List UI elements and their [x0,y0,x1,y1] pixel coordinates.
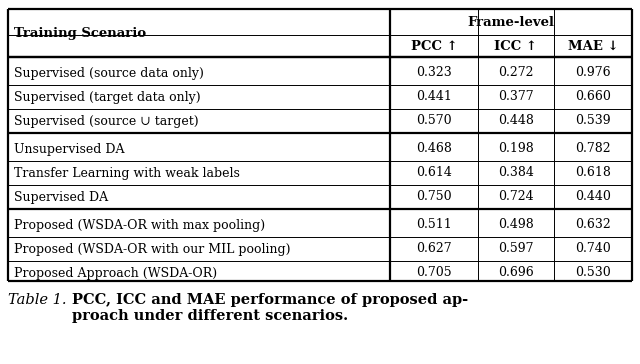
Text: 0.597: 0.597 [499,242,534,256]
Text: 0.614: 0.614 [416,166,452,179]
Text: PCC, ICC and MAE performance of proposed ap-
proach under different scenarios.: PCC, ICC and MAE performance of proposed… [72,293,468,323]
Text: PCC ↑: PCC ↑ [411,40,458,52]
Text: 0.632: 0.632 [575,218,611,232]
Text: 0.498: 0.498 [498,218,534,232]
Text: 0.441: 0.441 [416,91,452,103]
Text: 0.272: 0.272 [499,67,534,79]
Text: 0.660: 0.660 [575,91,611,103]
Text: 0.724: 0.724 [498,190,534,203]
Text: 0.750: 0.750 [416,190,452,203]
Text: 0.384: 0.384 [498,166,534,179]
Text: 0.627: 0.627 [416,242,452,256]
Text: 0.740: 0.740 [575,242,611,256]
Text: 0.530: 0.530 [575,266,611,280]
Text: 0.618: 0.618 [575,166,611,179]
Text: Supervised (target data only): Supervised (target data only) [14,91,200,103]
Text: 0.198: 0.198 [498,142,534,155]
Text: 0.511: 0.511 [416,218,452,232]
Text: 0.539: 0.539 [575,115,611,127]
Text: Supervised (source ∪ target): Supervised (source ∪ target) [14,115,198,127]
Text: Proposed Approach (WSDA-OR): Proposed Approach (WSDA-OR) [14,266,217,280]
Text: 0.468: 0.468 [416,142,452,155]
Text: 0.377: 0.377 [498,91,534,103]
Text: 0.570: 0.570 [416,115,452,127]
Text: Supervised DA: Supervised DA [14,190,108,203]
Text: 0.323: 0.323 [416,67,452,79]
Text: Frame-level: Frame-level [467,16,554,28]
Text: Training Scenario: Training Scenario [14,27,146,40]
Text: 0.782: 0.782 [575,142,611,155]
Text: Proposed (WSDA-OR with our MIL pooling): Proposed (WSDA-OR with our MIL pooling) [14,242,291,256]
Text: 0.705: 0.705 [416,266,452,280]
Text: MAE ↓: MAE ↓ [568,40,618,52]
Text: Transfer Learning with weak labels: Transfer Learning with weak labels [14,166,240,179]
Text: ICC ↑: ICC ↑ [495,40,538,52]
Text: Supervised (source data only): Supervised (source data only) [14,67,204,79]
Text: 0.696: 0.696 [498,266,534,280]
Text: Table 1.: Table 1. [8,293,81,307]
Text: 0.440: 0.440 [575,190,611,203]
Text: Proposed (WSDA-OR with max pooling): Proposed (WSDA-OR with max pooling) [14,218,265,232]
Text: 0.976: 0.976 [575,67,611,79]
Text: Unsupervised DA: Unsupervised DA [14,142,125,155]
Text: 0.448: 0.448 [498,115,534,127]
